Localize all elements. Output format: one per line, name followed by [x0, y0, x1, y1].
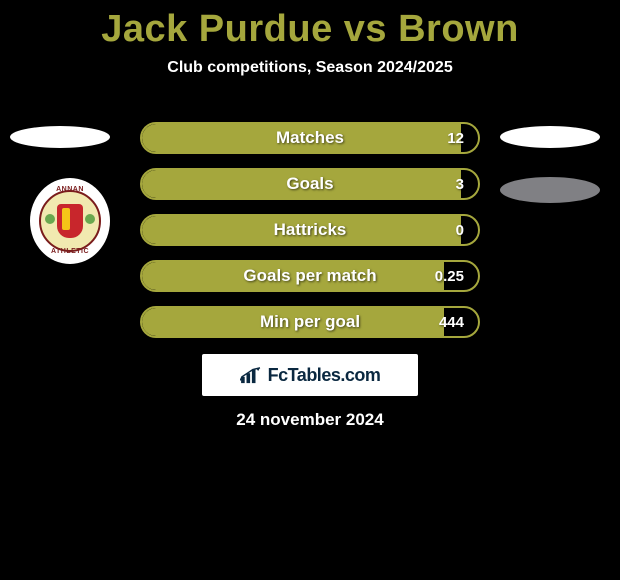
stat-row: Goals3: [140, 168, 480, 200]
stat-label: Goals per match: [142, 262, 478, 290]
brand-logo-text: FcTables.com: [268, 365, 381, 386]
decorative-ellipse-left: [10, 126, 110, 148]
stat-row: Goals per match0.25: [140, 260, 480, 292]
stat-value: 12: [447, 124, 464, 152]
club-badge-shield-accent: [62, 208, 70, 230]
stat-label: Goals: [142, 170, 478, 198]
stat-label: Min per goal: [142, 308, 478, 336]
club-badge-shield: [57, 204, 83, 238]
club-badge: ANNAN ATHLETIC: [30, 178, 110, 264]
date-text: 24 november 2024: [0, 410, 620, 430]
stat-value: 0: [456, 216, 464, 244]
subtitle: Club competitions, Season 2024/2025: [0, 59, 620, 77]
stat-label: Matches: [142, 124, 478, 152]
stat-value: 0.25: [435, 262, 464, 290]
decorative-ellipse-right-1: [500, 126, 600, 148]
club-badge-thistle-left: [45, 214, 55, 224]
stat-label: Hattricks: [142, 216, 478, 244]
stat-value: 3: [456, 170, 464, 198]
stat-row: Min per goal444: [140, 306, 480, 338]
club-badge-bottom-text: ATHLETIC: [51, 248, 89, 255]
club-badge-top-text: ANNAN: [56, 186, 84, 193]
stat-row: Hattricks0: [140, 214, 480, 246]
decorative-ellipse-right-2: [500, 177, 600, 203]
stat-row: Matches12: [140, 122, 480, 154]
brand-logo-box: FcTables.com: [202, 354, 418, 396]
club-badge-inner: ANNAN ATHLETIC: [39, 190, 101, 252]
club-badge-thistle-right: [85, 214, 95, 224]
stats-chart: Matches12 Goals3 Hattricks0 Goals per match…: [140, 122, 480, 352]
chart-icon: [240, 366, 262, 384]
page-title: Jack Purdue vs Brown: [0, 0, 620, 51]
stat-value: 444: [439, 308, 464, 336]
